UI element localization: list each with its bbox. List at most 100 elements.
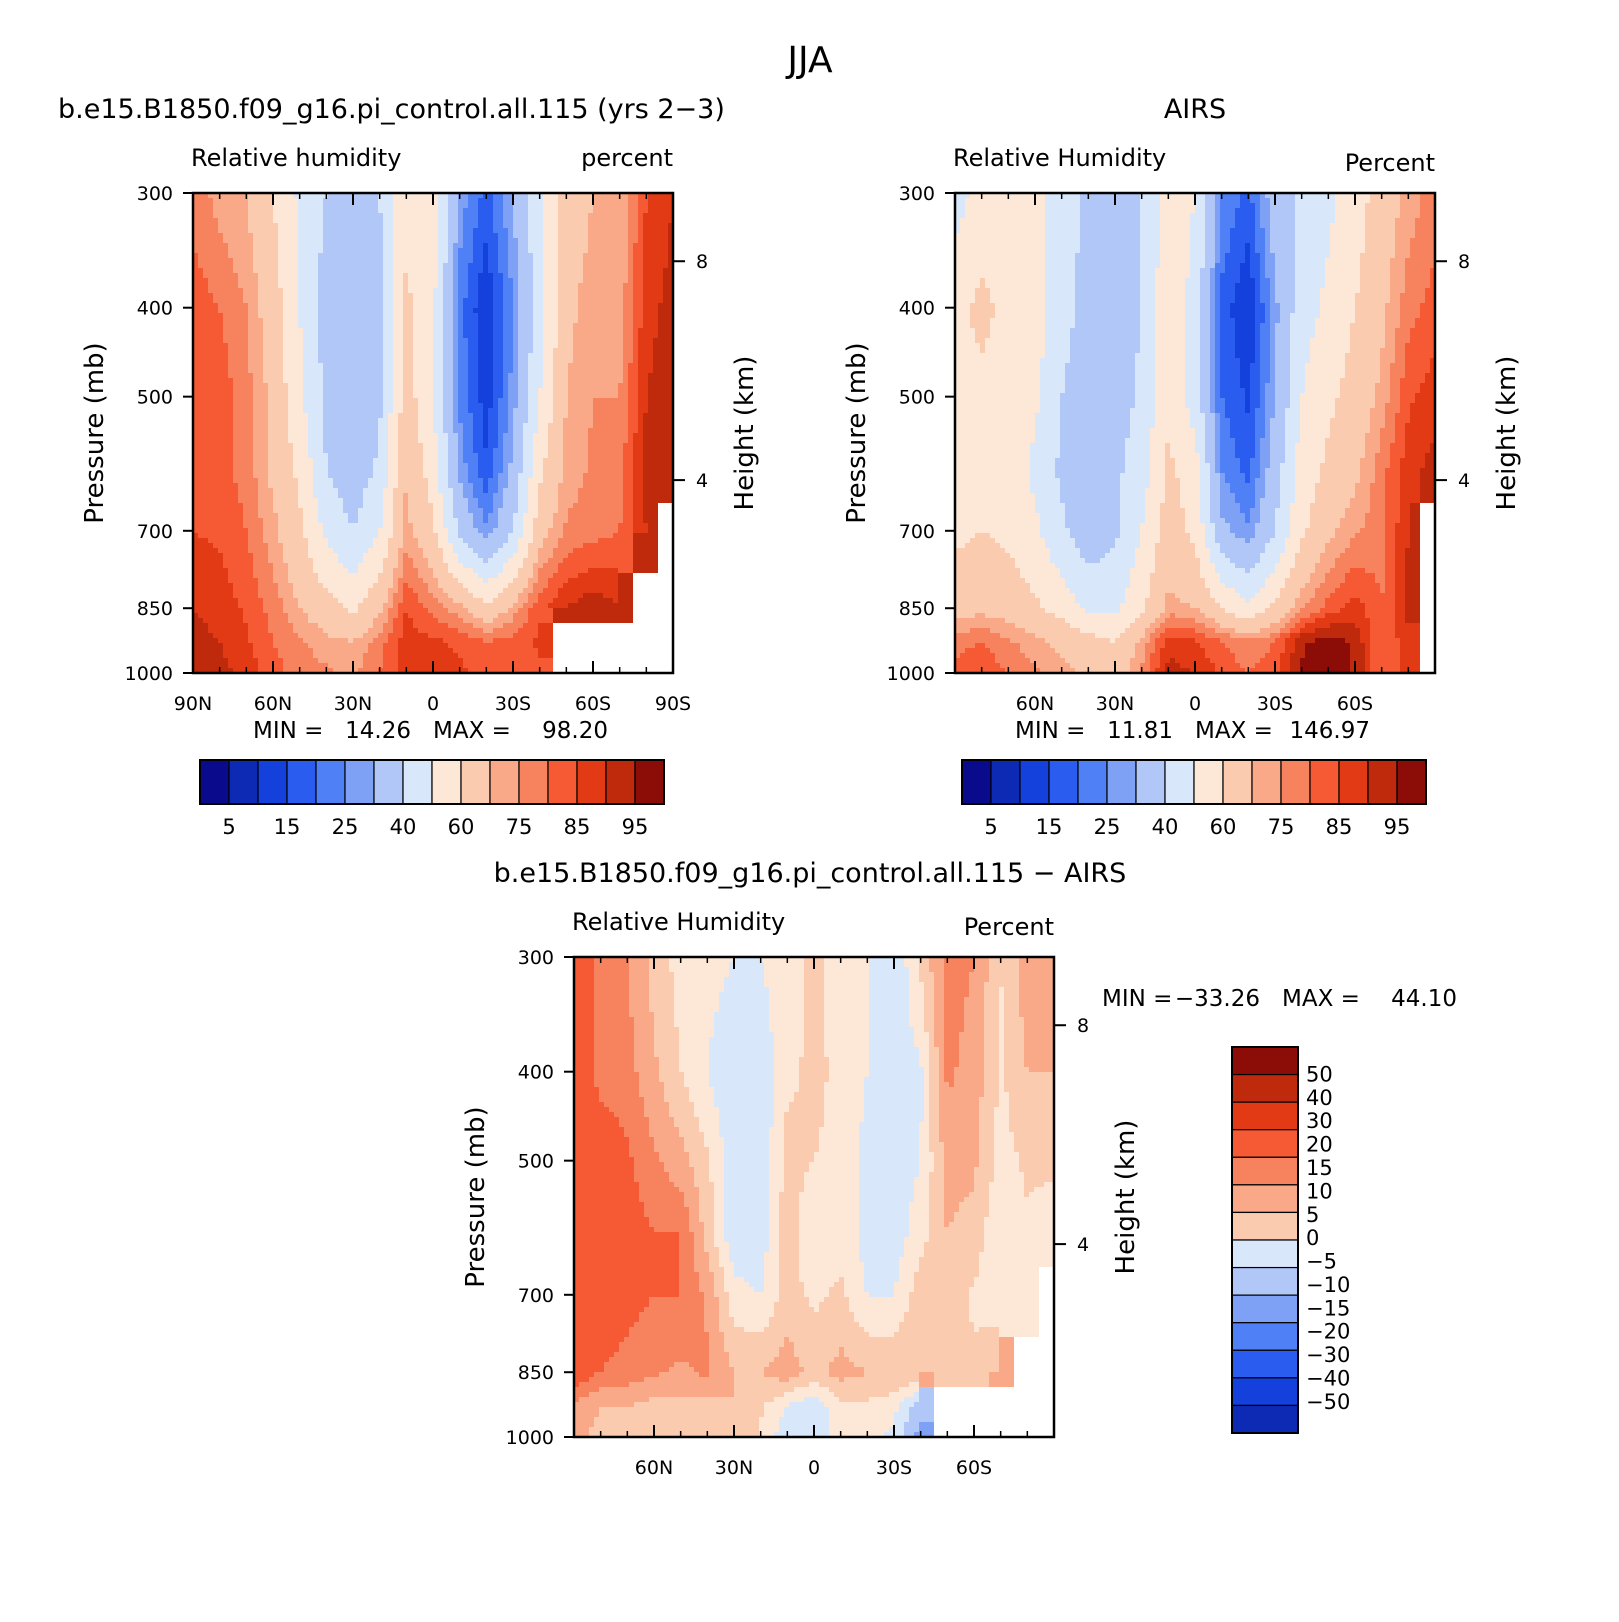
contour-cell	[518, 303, 524, 309]
contour-cell	[218, 308, 224, 314]
contour-cell	[358, 423, 364, 429]
contour-cell	[438, 403, 444, 409]
contour-cell	[218, 318, 224, 324]
contour-cell	[343, 418, 349, 424]
contour-cell	[208, 403, 214, 409]
contour-cell	[203, 363, 209, 369]
contour-cell	[478, 393, 484, 399]
contour-cell	[498, 428, 504, 434]
contour-cell	[218, 383, 224, 389]
contour-cell	[583, 198, 589, 204]
contour-cell	[358, 368, 364, 374]
contour-cell	[563, 428, 569, 434]
contour-cell	[288, 373, 294, 379]
contour-cell	[363, 278, 369, 284]
contour-cell	[663, 348, 669, 354]
contour-cell	[408, 448, 414, 454]
contour-cell	[288, 358, 294, 364]
contour-cell	[198, 383, 204, 389]
contour-cell	[553, 238, 559, 244]
contour-cell	[378, 248, 384, 254]
contour-cell	[313, 223, 319, 229]
contour-cell	[328, 278, 334, 284]
contour-cell	[313, 233, 319, 239]
contour-cell	[443, 298, 449, 304]
contour-cell	[403, 323, 409, 329]
contour-cell	[258, 323, 264, 329]
contour-cell	[488, 193, 494, 199]
contour-cell	[663, 253, 669, 259]
contour-cell	[598, 368, 604, 374]
contour-cell	[533, 408, 539, 414]
contour-cell	[433, 383, 439, 389]
contour-cell	[368, 213, 374, 219]
contour-cell	[523, 333, 529, 339]
contour-cell	[553, 283, 559, 289]
contour-cell	[348, 243, 354, 249]
contour-cell	[438, 238, 444, 244]
contour-cell	[333, 193, 339, 199]
contour-cell	[243, 218, 249, 224]
contour-cell	[538, 208, 544, 214]
contour-cell	[538, 383, 544, 389]
contour-cell	[528, 363, 534, 369]
contour-cell	[598, 248, 604, 254]
contour-cell	[563, 378, 569, 384]
contour-cell	[328, 378, 334, 384]
contour-cell	[203, 193, 209, 199]
contour-cell	[518, 248, 524, 254]
contour-cell	[568, 313, 574, 319]
contour-cell	[268, 268, 274, 274]
contour-cell	[508, 208, 514, 214]
contour-cell	[353, 418, 359, 424]
contour-cell	[213, 393, 219, 399]
contour-cell	[398, 348, 404, 354]
contour-cell	[608, 258, 614, 264]
contour-cell	[653, 293, 659, 299]
contour-cell	[338, 433, 344, 439]
contour-cell	[273, 258, 279, 264]
contour-cell	[488, 253, 494, 259]
contour-cell	[603, 293, 609, 299]
contour-cell	[373, 288, 379, 294]
contour-cell	[353, 218, 359, 224]
contour-cell	[238, 208, 244, 214]
contour-cell	[618, 198, 624, 204]
contour-cell	[258, 388, 264, 394]
contour-cell	[608, 278, 614, 284]
contour-cell	[298, 393, 304, 399]
contour-cell	[373, 373, 379, 379]
contour-cell	[278, 438, 284, 444]
contour-cell	[343, 358, 349, 364]
contour-cell	[533, 383, 539, 389]
contour-cell	[553, 343, 559, 349]
contour-cell	[648, 403, 654, 409]
contour-cell	[503, 408, 509, 414]
contour-cell	[273, 198, 279, 204]
contour-cell	[253, 333, 259, 339]
contour-cell	[218, 358, 224, 364]
contour-cell	[508, 278, 514, 284]
contour-cell	[573, 243, 579, 249]
contour-cell	[223, 318, 229, 324]
contour-cell	[438, 413, 444, 419]
contour-cell	[218, 418, 224, 424]
contour-cell	[488, 388, 494, 394]
contour-cell	[503, 273, 509, 279]
contour-cell	[313, 323, 319, 329]
contour-cell	[533, 228, 539, 234]
contour-cell	[578, 243, 584, 249]
contour-cell	[563, 373, 569, 379]
contour-cell	[568, 393, 574, 399]
contour-cell	[398, 353, 404, 359]
contour-cell	[268, 303, 274, 309]
contour-cell	[603, 268, 609, 274]
contour-cell	[298, 193, 304, 199]
contour-cell	[563, 278, 569, 284]
contour-cell	[313, 358, 319, 364]
contour-cell	[228, 198, 234, 204]
contour-cell	[283, 393, 289, 399]
contour-cell	[663, 258, 669, 264]
contour-cell	[573, 253, 579, 259]
contour-cell	[308, 428, 314, 434]
